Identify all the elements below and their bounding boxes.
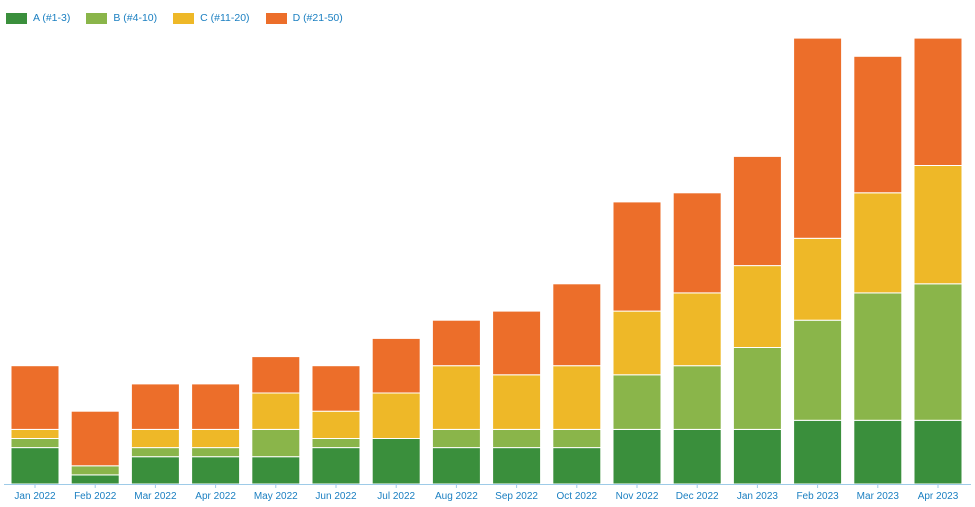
bar-segment-b-13[interactable] <box>793 319 843 421</box>
bar-segment-c-6[interactable] <box>371 392 421 439</box>
bar-segment-d-8[interactable] <box>492 310 542 376</box>
bar-segment-d-15[interactable] <box>913 37 963 166</box>
bar-segment-a-7[interactable] <box>431 447 481 485</box>
legend-swatch-b <box>86 12 108 24</box>
bar-segment-d-11[interactable] <box>672 192 722 294</box>
legend-label-b: B (#4-10) <box>113 12 158 24</box>
bar-segment-d-9[interactable] <box>552 283 602 367</box>
legend-swatch-d <box>265 12 287 24</box>
bar-segment-a-3[interactable] <box>191 456 241 485</box>
bar-segment-c-8[interactable] <box>492 374 542 430</box>
legend-label-a: A (#1-3) <box>33 12 71 24</box>
x-tick-label: Mar 2022 <box>134 491 177 502</box>
bar-segment-c-11[interactable] <box>672 292 722 367</box>
bar-segment-a-12[interactable] <box>732 428 782 485</box>
bar-segment-d-2[interactable] <box>130 383 180 430</box>
bar-segment-b-5[interactable] <box>311 438 361 449</box>
bar-segment-b-1[interactable] <box>70 465 120 476</box>
bar-segment-d-3[interactable] <box>191 383 241 430</box>
x-tick-label: Feb 2023 <box>796 491 839 502</box>
bar-segment-c-7[interactable] <box>431 365 481 430</box>
x-tick-label: Oct 2022 <box>557 491 598 502</box>
bar-segment-c-12[interactable] <box>732 265 782 349</box>
x-tick-label: Aug 2022 <box>435 491 478 502</box>
bar-segment-a-1[interactable] <box>70 474 120 485</box>
legend-item-a[interactable]: A (#1-3) <box>6 12 70 24</box>
x-tick-label: Dec 2022 <box>676 491 719 502</box>
bar-segment-c-14[interactable] <box>853 192 903 294</box>
legend-item-c[interactable]: C (#11-20) <box>173 12 250 24</box>
bar-segment-d-0[interactable] <box>10 365 60 430</box>
legend-label-c: C (#11-20) <box>200 12 250 24</box>
bar-segment-a-10[interactable] <box>612 428 662 485</box>
bar-segment-a-14[interactable] <box>853 419 903 485</box>
legend-swatch-a <box>6 12 27 24</box>
bar-segment-b-15[interactable] <box>913 283 963 421</box>
bar-segment-a-13[interactable] <box>793 419 843 485</box>
x-tick-label: Jan 2022 <box>14 491 56 502</box>
x-tick-label: Sep 2022 <box>495 491 538 502</box>
bar-segment-a-11[interactable] <box>672 428 722 485</box>
bar-segment-d-7[interactable] <box>431 319 481 367</box>
bar-segment-a-4[interactable] <box>251 456 301 485</box>
bar-segment-a-2[interactable] <box>130 456 180 485</box>
bar-segment-d-6[interactable] <box>371 337 421 394</box>
bar-segment-a-15[interactable] <box>913 419 963 485</box>
bar-segment-b-3[interactable] <box>191 447 241 458</box>
bar-segment-d-12[interactable] <box>732 155 782 267</box>
bar-segment-b-0[interactable] <box>10 438 60 449</box>
x-tick-label: Jun 2022 <box>315 491 357 502</box>
bar-segment-c-9[interactable] <box>552 365 602 430</box>
x-tick-label: Mar 2023 <box>857 491 900 502</box>
bar-segment-b-4[interactable] <box>251 428 301 458</box>
bar-segment-c-5[interactable] <box>311 410 361 440</box>
bar-segment-d-14[interactable] <box>853 55 903 194</box>
legend-item-b[interactable]: B (#4-10) <box>86 12 157 24</box>
bar-segment-c-13[interactable] <box>793 237 843 321</box>
bar-segment-c-3[interactable] <box>191 428 241 449</box>
bar-segment-d-10[interactable] <box>612 201 662 312</box>
bar-segment-c-4[interactable] <box>251 392 301 430</box>
bar-segment-a-9[interactable] <box>552 447 602 485</box>
bar-segment-b-8[interactable] <box>492 428 542 449</box>
bar-segment-a-8[interactable] <box>492 447 542 485</box>
bar-segment-d-1[interactable] <box>70 410 120 467</box>
bar-segment-b-2[interactable] <box>130 447 180 458</box>
x-tick-label: Jan 2023 <box>737 491 779 502</box>
bar-segment-b-10[interactable] <box>612 374 662 430</box>
bar-segment-b-11[interactable] <box>672 365 722 430</box>
bar-segment-b-9[interactable] <box>552 428 602 449</box>
bar-segment-c-10[interactable] <box>612 310 662 376</box>
bar-segment-b-7[interactable] <box>431 428 481 449</box>
x-tick-label: Apr 2023 <box>918 491 959 502</box>
chart-legend: A (#1-3) B (#4-10) C (#11-20) D (#21-50) <box>6 10 359 26</box>
bar-segment-d-4[interactable] <box>251 356 301 394</box>
x-tick-label: Apr 2022 <box>195 491 236 502</box>
bar-segment-c-0[interactable] <box>10 428 60 439</box>
bar-segment-c-2[interactable] <box>130 428 180 449</box>
bar-segment-d-5[interactable] <box>311 365 361 412</box>
bar-segment-b-12[interactable] <box>732 347 782 430</box>
bar-segment-c-15[interactable] <box>913 165 963 285</box>
legend-item-d[interactable]: D (#21-50) <box>265 12 343 24</box>
x-tick-label: Feb 2022 <box>74 491 117 502</box>
bar-segment-a-0[interactable] <box>10 447 60 485</box>
x-tick-label: May 2022 <box>254 491 298 502</box>
legend-label-d: D (#21-50) <box>292 12 343 24</box>
bar-segment-a-6[interactable] <box>371 438 421 485</box>
x-tick-label: Nov 2022 <box>616 491 659 502</box>
bar-segment-a-5[interactable] <box>311 447 361 485</box>
bar-segment-d-13[interactable] <box>793 37 843 239</box>
bar-segment-b-14[interactable] <box>853 292 903 421</box>
x-tick-label: Jul 2022 <box>377 491 415 502</box>
legend-swatch-c <box>173 12 195 24</box>
